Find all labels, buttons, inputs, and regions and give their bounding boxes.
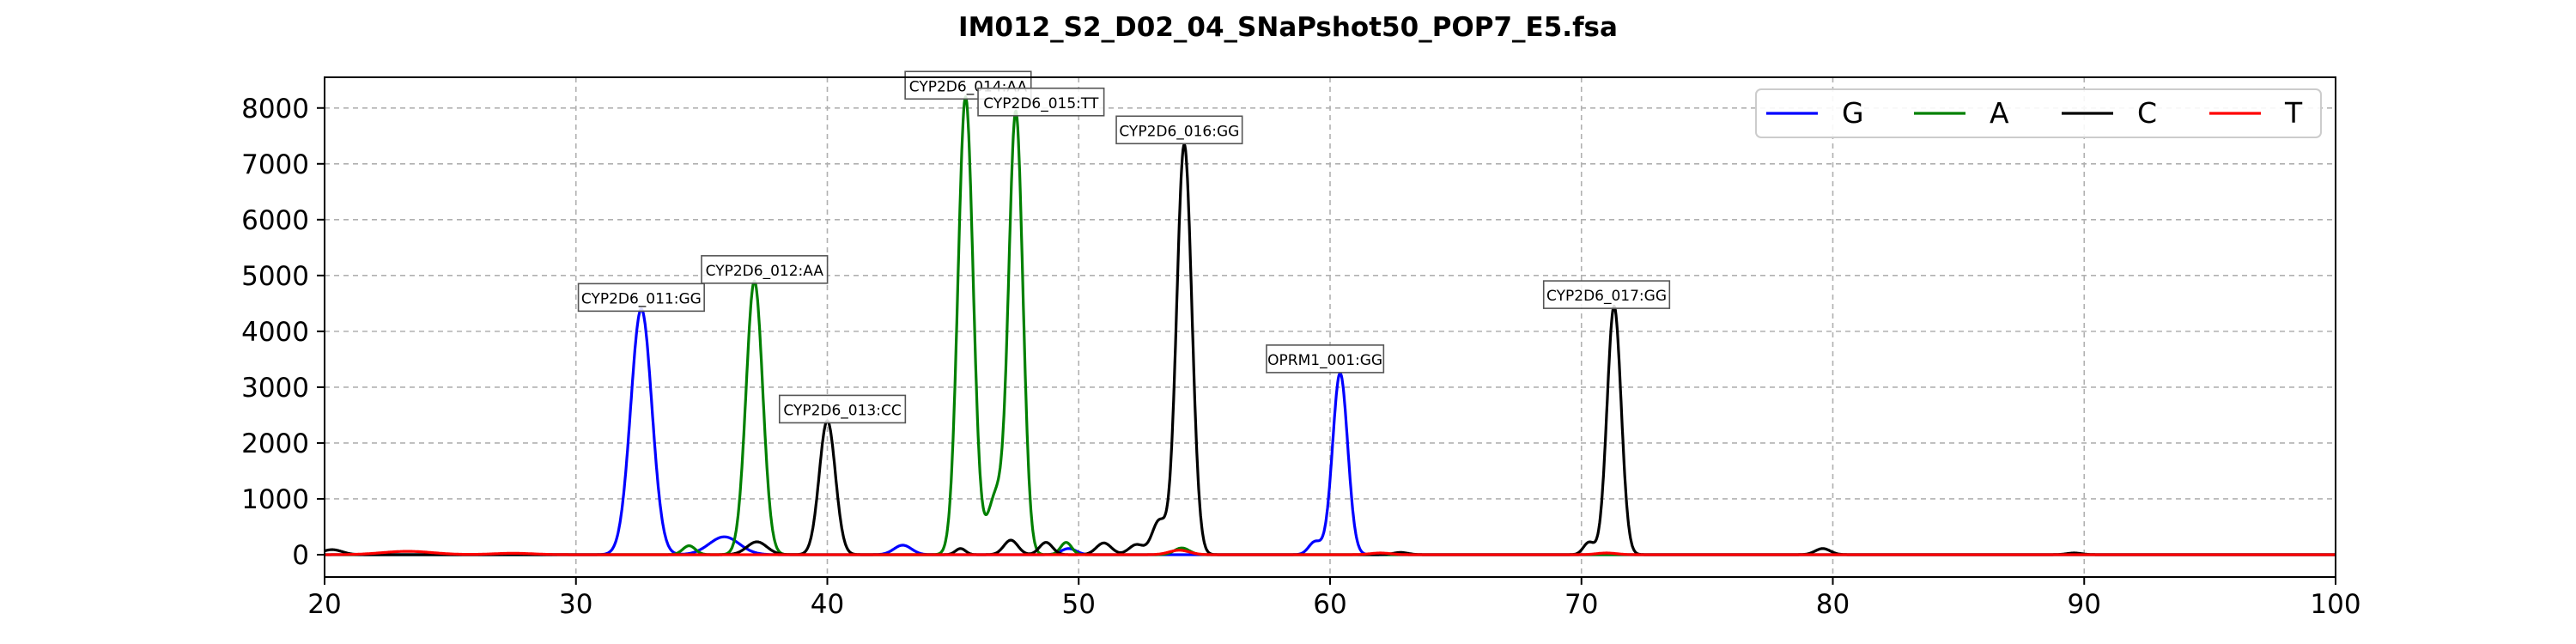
legend-box: [1755, 88, 2322, 138]
y-tick-label: 3000: [241, 373, 309, 404]
peak-annotation: CYP2D6_011:GG: [577, 283, 705, 313]
annotation-box: [701, 255, 829, 284]
y-tick-label: 0: [292, 540, 309, 571]
annotation-label: OPRM1_001:GG: [1267, 352, 1382, 369]
annotation-label: CYP2D6_015:TT: [983, 95, 1099, 112]
y-tick-label: 1000: [241, 484, 309, 515]
y-tick-label: 2000: [241, 428, 309, 459]
annotation-label: CYP2D6_017:GG: [1546, 288, 1667, 305]
x-tick-label: 20: [307, 589, 341, 620]
x-tick-label: 90: [2068, 589, 2101, 620]
peak-annotation: CYP2D6_012:AA: [701, 255, 829, 284]
x-tick-label: 50: [1062, 589, 1096, 620]
peak-annotation: CYP2D6_013:CC: [778, 394, 907, 424]
x-tick-label: 30: [559, 589, 592, 620]
legend-item-a: A: [1914, 96, 2009, 130]
y-tick-label: 4000: [241, 317, 309, 348]
annotation-box: [1542, 280, 1671, 309]
legend-item-c: C: [2062, 96, 2157, 130]
y-tick-label: 7000: [241, 149, 309, 180]
annotation-box: [1266, 344, 1385, 374]
y-tick-label: 8000: [241, 94, 309, 125]
annotation-box: [977, 87, 1105, 117]
y-tick-label: 6000: [241, 205, 309, 236]
x-tick-label: 80: [1816, 589, 1850, 620]
x-tick-label: 100: [2310, 589, 2360, 620]
x-tick-label: 60: [1313, 589, 1346, 620]
chart-title: IM012_S2_D02_04_SNaPshot50_POP7_E5.fsa: [958, 12, 1618, 43]
legend-item-g: G: [1766, 96, 1864, 130]
peak-annotation: CYP2D6_016:GG: [1115, 115, 1243, 145]
axes-layer: 20 30 40 50 60 70 80 90 100010002000300040005000…: [241, 76, 2361, 620]
annotation-box: [1115, 115, 1243, 145]
peak-annotation: CYP2D6_015:TT: [977, 87, 1105, 117]
x-tick-label: 70: [1564, 589, 1598, 620]
annotation-box: [778, 394, 907, 424]
peak-annotation: OPRM1_001:GG: [1266, 344, 1385, 374]
legend-label: G: [1842, 96, 1864, 130]
y-tick-label: 5000: [241, 261, 309, 292]
annotation-label: CYP2D6_012:AA: [706, 263, 824, 280]
annotation-box: [577, 283, 705, 313]
series-layer: [325, 95, 2336, 556]
x-tick-label: 40: [811, 589, 844, 620]
series-line-t: [325, 549, 2336, 556]
annotation-label: CYP2D6_013:CC: [783, 402, 901, 419]
annotation-label: CYP2D6_016:GG: [1119, 123, 1239, 140]
legend-label: C: [2137, 96, 2157, 130]
legend-label: A: [1990, 96, 2009, 130]
annotation-label: CYP2D6_011:GG: [581, 290, 702, 307]
peak-annotation: CYP2D6_017:GG: [1542, 280, 1671, 309]
legend-item-t: T: [2209, 96, 2303, 130]
legend-label: T: [2284, 96, 2303, 130]
